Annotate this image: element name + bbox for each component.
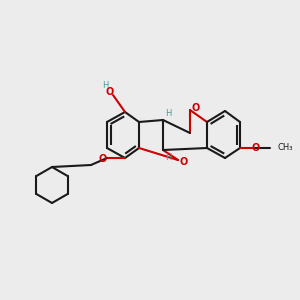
Text: O: O bbox=[192, 103, 200, 113]
Text: CH₃: CH₃ bbox=[277, 143, 292, 152]
Text: O: O bbox=[252, 143, 260, 153]
Text: O: O bbox=[180, 157, 188, 167]
Text: O: O bbox=[99, 154, 107, 164]
Text: H: H bbox=[165, 152, 171, 161]
Text: O: O bbox=[106, 87, 114, 97]
Text: H: H bbox=[165, 110, 171, 118]
Text: H: H bbox=[102, 80, 108, 89]
